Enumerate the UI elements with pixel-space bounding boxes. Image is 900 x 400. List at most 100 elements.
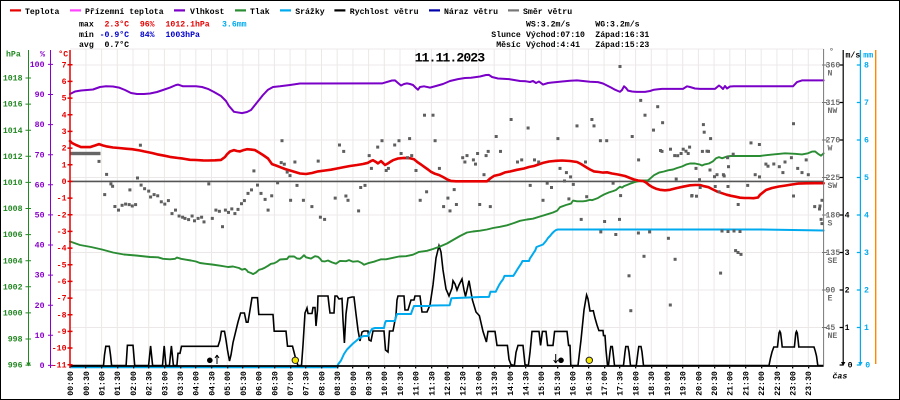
svg-text:5: 5 [62,95,67,104]
svg-text:Západ:16:31: Západ:16:31 [595,30,649,40]
svg-text:1003hPa: 1003hPa [166,30,200,40]
svg-text:2: 2 [845,287,850,296]
svg-text:07:00: 07:00 [287,371,296,396]
svg-text:08:30: 08:30 [334,371,343,396]
svg-text:50: 50 [35,212,45,221]
svg-text:min: min [79,30,94,40]
svg-text:10: 10 [35,332,45,341]
svg-text:60: 60 [35,181,45,190]
svg-text:NE: NE [828,332,838,341]
svg-text:15:30: 15:30 [554,371,563,396]
svg-text:1012.1hPa: 1012.1hPa [166,20,210,30]
svg-text:11:30: 11:30 [428,371,437,396]
svg-text:08:00: 08:00 [318,371,327,396]
svg-text:1002: 1002 [3,283,23,292]
svg-text:WS:3.2m/s: WS:3.2m/s [526,20,570,30]
svg-text:11:00: 11:00 [413,371,422,396]
svg-text:0: 0 [62,178,67,187]
svg-text:05:00: 05:00 [224,371,233,396]
svg-text:21:30: 21:30 [742,371,751,396]
svg-text:-5: -5 [57,261,67,270]
svg-text:3: 3 [864,249,869,258]
svg-text:SE: SE [828,257,838,266]
svg-text:7: 7 [864,99,869,108]
svg-text:45: 45 [826,324,836,333]
svg-text:998: 998 [8,336,23,345]
svg-text:10:30: 10:30 [397,371,406,396]
svg-text:avg: avg [79,41,94,50]
svg-text:E: E [828,295,833,304]
svg-text:Směr větru: Směr větru [523,7,572,17]
svg-text:06:00: 06:00 [256,371,265,396]
svg-text:22:30: 22:30 [774,371,783,396]
svg-text:02:30: 02:30 [146,371,155,396]
svg-text:Měsíc: Měsíc [496,40,521,50]
svg-text:0: 0 [848,361,853,370]
svg-text:90: 90 [35,91,45,100]
svg-text:1012: 1012 [3,153,23,162]
svg-text:09:30: 09:30 [366,371,375,396]
svg-text:06:30: 06:30 [271,371,280,396]
svg-text:01:00: 01:00 [99,371,108,396]
svg-text:0.7°C: 0.7°C [105,41,130,50]
svg-text:0: 0 [865,361,870,370]
svg-text:1: 1 [62,161,67,170]
svg-text:14:00: 14:00 [507,371,516,396]
svg-text:225: 225 [826,174,841,183]
svg-text:20:30: 20:30 [711,371,720,396]
svg-text:4: 4 [62,111,67,120]
svg-text:13:30: 13:30 [491,371,500,396]
svg-text:Tlak: Tlak [250,7,270,17]
svg-text:03:00: 03:00 [161,371,170,396]
svg-text:14:30: 14:30 [523,371,532,396]
svg-text:180: 180 [826,212,841,221]
svg-text:1004: 1004 [3,257,23,266]
svg-text:Slunce: Slunce [491,30,521,40]
svg-text:0: 0 [40,362,45,371]
svg-text:12:30: 12:30 [460,371,469,396]
svg-text:NW: NW [828,107,838,116]
svg-text:996: 996 [8,362,23,371]
svg-text:2: 2 [864,287,869,296]
svg-text:2.3°C: 2.3°C [105,21,130,30]
svg-text:6: 6 [62,78,67,87]
svg-text:20: 20 [35,302,45,311]
svg-text:-9: -9 [57,328,67,337]
svg-text:m/s: m/s [846,51,861,61]
svg-text:100: 100 [30,61,45,70]
svg-text:00:30: 00:30 [83,371,92,396]
svg-text:84%: 84% [140,31,155,40]
svg-text:4: 4 [845,212,850,221]
svg-text:15:00: 15:00 [538,371,547,396]
svg-text:-2: -2 [57,211,67,220]
svg-text:18:00: 18:00 [633,371,642,396]
svg-text:30: 30 [35,272,45,281]
svg-text:1014: 1014 [3,127,23,136]
svg-text:-8: -8 [57,311,67,320]
svg-text:16:00: 16:00 [570,371,579,396]
svg-text:2: 2 [62,145,67,154]
svg-text:20:00: 20:00 [695,371,704,396]
svg-text:N: N [828,70,833,79]
svg-text:04:00: 04:00 [193,371,202,396]
svg-text:7: 7 [62,61,67,70]
svg-text:Východ:4:41: Východ:4:41 [526,40,580,50]
svg-text:21:00: 21:00 [727,371,736,396]
svg-text:135: 135 [826,249,841,258]
svg-text:-3: -3 [57,228,67,237]
svg-text:4: 4 [864,212,869,221]
svg-text:17:30: 17:30 [617,371,626,396]
svg-text:3.6mm: 3.6mm [222,21,247,30]
svg-text:%: % [40,51,45,60]
svg-text:1010: 1010 [3,179,23,188]
svg-text:80: 80 [35,121,45,130]
svg-text:23:30: 23:30 [805,371,814,396]
svg-text:S: S [828,220,833,229]
svg-text:°: ° [829,48,834,57]
svg-text:čas: čas [833,372,848,382]
svg-text:1006: 1006 [3,231,23,240]
svg-text:01:30: 01:30 [114,371,123,396]
svg-text:19:30: 19:30 [680,371,689,396]
svg-text:360: 360 [826,62,841,71]
svg-text:12:00: 12:00 [444,371,453,396]
